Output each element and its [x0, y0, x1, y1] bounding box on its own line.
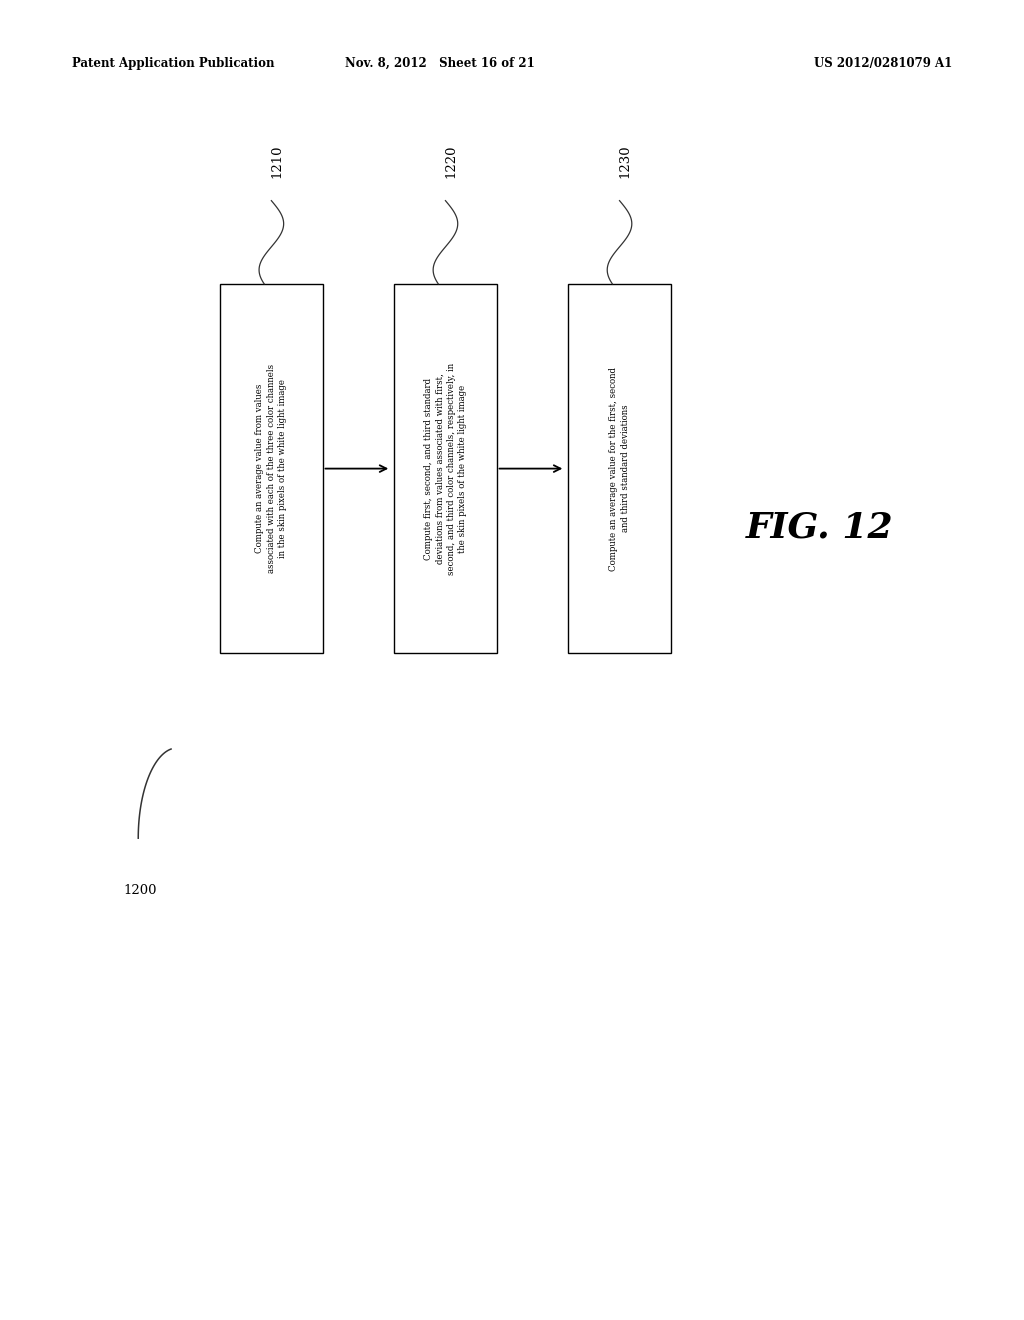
Text: Compute an average value for the first, second
and third standard deviations: Compute an average value for the first, …	[609, 367, 630, 570]
Text: Compute an average value from values
associated with each of the three color cha: Compute an average value from values ass…	[255, 364, 288, 573]
Bar	[568, 284, 671, 653]
Text: 1230: 1230	[618, 145, 631, 178]
Text: US 2012/0281079 A1: US 2012/0281079 A1	[814, 57, 952, 70]
Text: Patent Application Publication: Patent Application Publication	[72, 57, 274, 70]
Text: Nov. 8, 2012   Sheet 16 of 21: Nov. 8, 2012 Sheet 16 of 21	[345, 57, 536, 70]
Text: 1200: 1200	[124, 884, 157, 898]
Text: 1220: 1220	[444, 145, 457, 178]
Bar	[220, 284, 323, 653]
Text: FIG. 12: FIG. 12	[745, 511, 893, 545]
Bar	[394, 284, 497, 653]
Text: Compute first, second, and third standard
deviations from values associated with: Compute first, second, and third standar…	[424, 363, 467, 574]
Text: 1210: 1210	[270, 145, 283, 178]
